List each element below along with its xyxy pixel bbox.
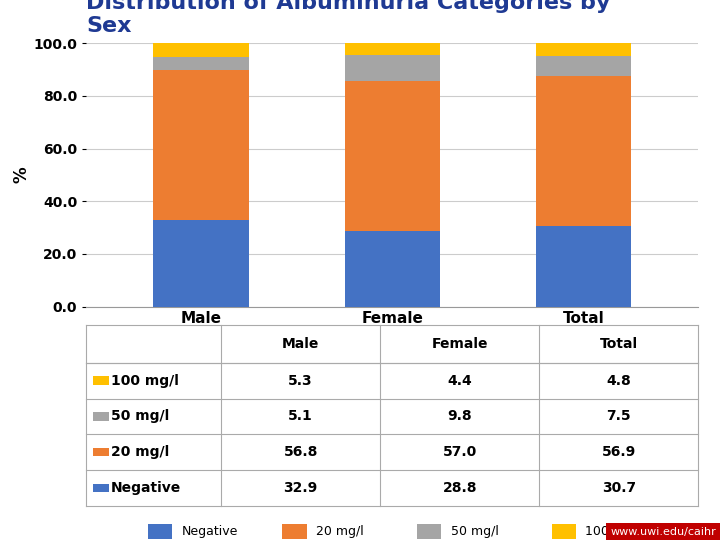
- Text: 5.3: 5.3: [288, 374, 313, 388]
- Bar: [552, 524, 576, 539]
- Bar: [153, 43, 249, 57]
- Bar: [282, 524, 307, 539]
- Bar: [92, 484, 109, 492]
- Text: 20 mg/l: 20 mg/l: [111, 446, 169, 460]
- Text: 20 mg/l: 20 mg/l: [316, 525, 364, 538]
- Text: Negative: Negative: [181, 525, 238, 538]
- Text: www.uwi.edu/caihr: www.uwi.edu/caihr: [611, 527, 716, 537]
- Bar: [153, 220, 249, 307]
- Bar: [345, 55, 440, 80]
- Bar: [536, 43, 631, 56]
- Text: Female: Female: [431, 337, 488, 351]
- Bar: [345, 43, 440, 55]
- Bar: [345, 231, 440, 307]
- Text: 100 mg/l: 100 mg/l: [585, 525, 641, 538]
- Y-axis label: %: %: [13, 167, 31, 183]
- Text: Male: Male: [282, 337, 319, 351]
- Bar: [536, 56, 631, 76]
- Text: Distribution of Albuminuria Categories by
Sex: Distribution of Albuminuria Categories b…: [86, 0, 611, 36]
- Text: 4.4: 4.4: [447, 374, 472, 388]
- Bar: [92, 376, 109, 385]
- Bar: [417, 524, 441, 539]
- Bar: [153, 57, 249, 70]
- Bar: [345, 80, 440, 231]
- Text: 28.8: 28.8: [443, 481, 477, 495]
- Text: 50 mg/l: 50 mg/l: [111, 409, 169, 423]
- Bar: [148, 524, 172, 539]
- Text: 30.7: 30.7: [602, 481, 636, 495]
- Text: Total: Total: [600, 337, 638, 351]
- Bar: [92, 412, 109, 421]
- Text: 100 mg/l: 100 mg/l: [111, 374, 179, 388]
- Text: 56.8: 56.8: [284, 446, 318, 460]
- Bar: [536, 226, 631, 307]
- Text: 7.5: 7.5: [606, 409, 631, 423]
- Text: Negative: Negative: [111, 481, 181, 495]
- Text: 32.9: 32.9: [284, 481, 318, 495]
- Text: 50 mg/l: 50 mg/l: [451, 525, 498, 538]
- Text: 56.9: 56.9: [602, 446, 636, 460]
- Bar: [153, 70, 249, 220]
- Bar: [92, 448, 109, 456]
- Text: 9.8: 9.8: [447, 409, 472, 423]
- Text: 57.0: 57.0: [443, 446, 477, 460]
- Text: 5.1: 5.1: [288, 409, 313, 423]
- Text: 4.8: 4.8: [606, 374, 631, 388]
- Bar: [536, 76, 631, 226]
